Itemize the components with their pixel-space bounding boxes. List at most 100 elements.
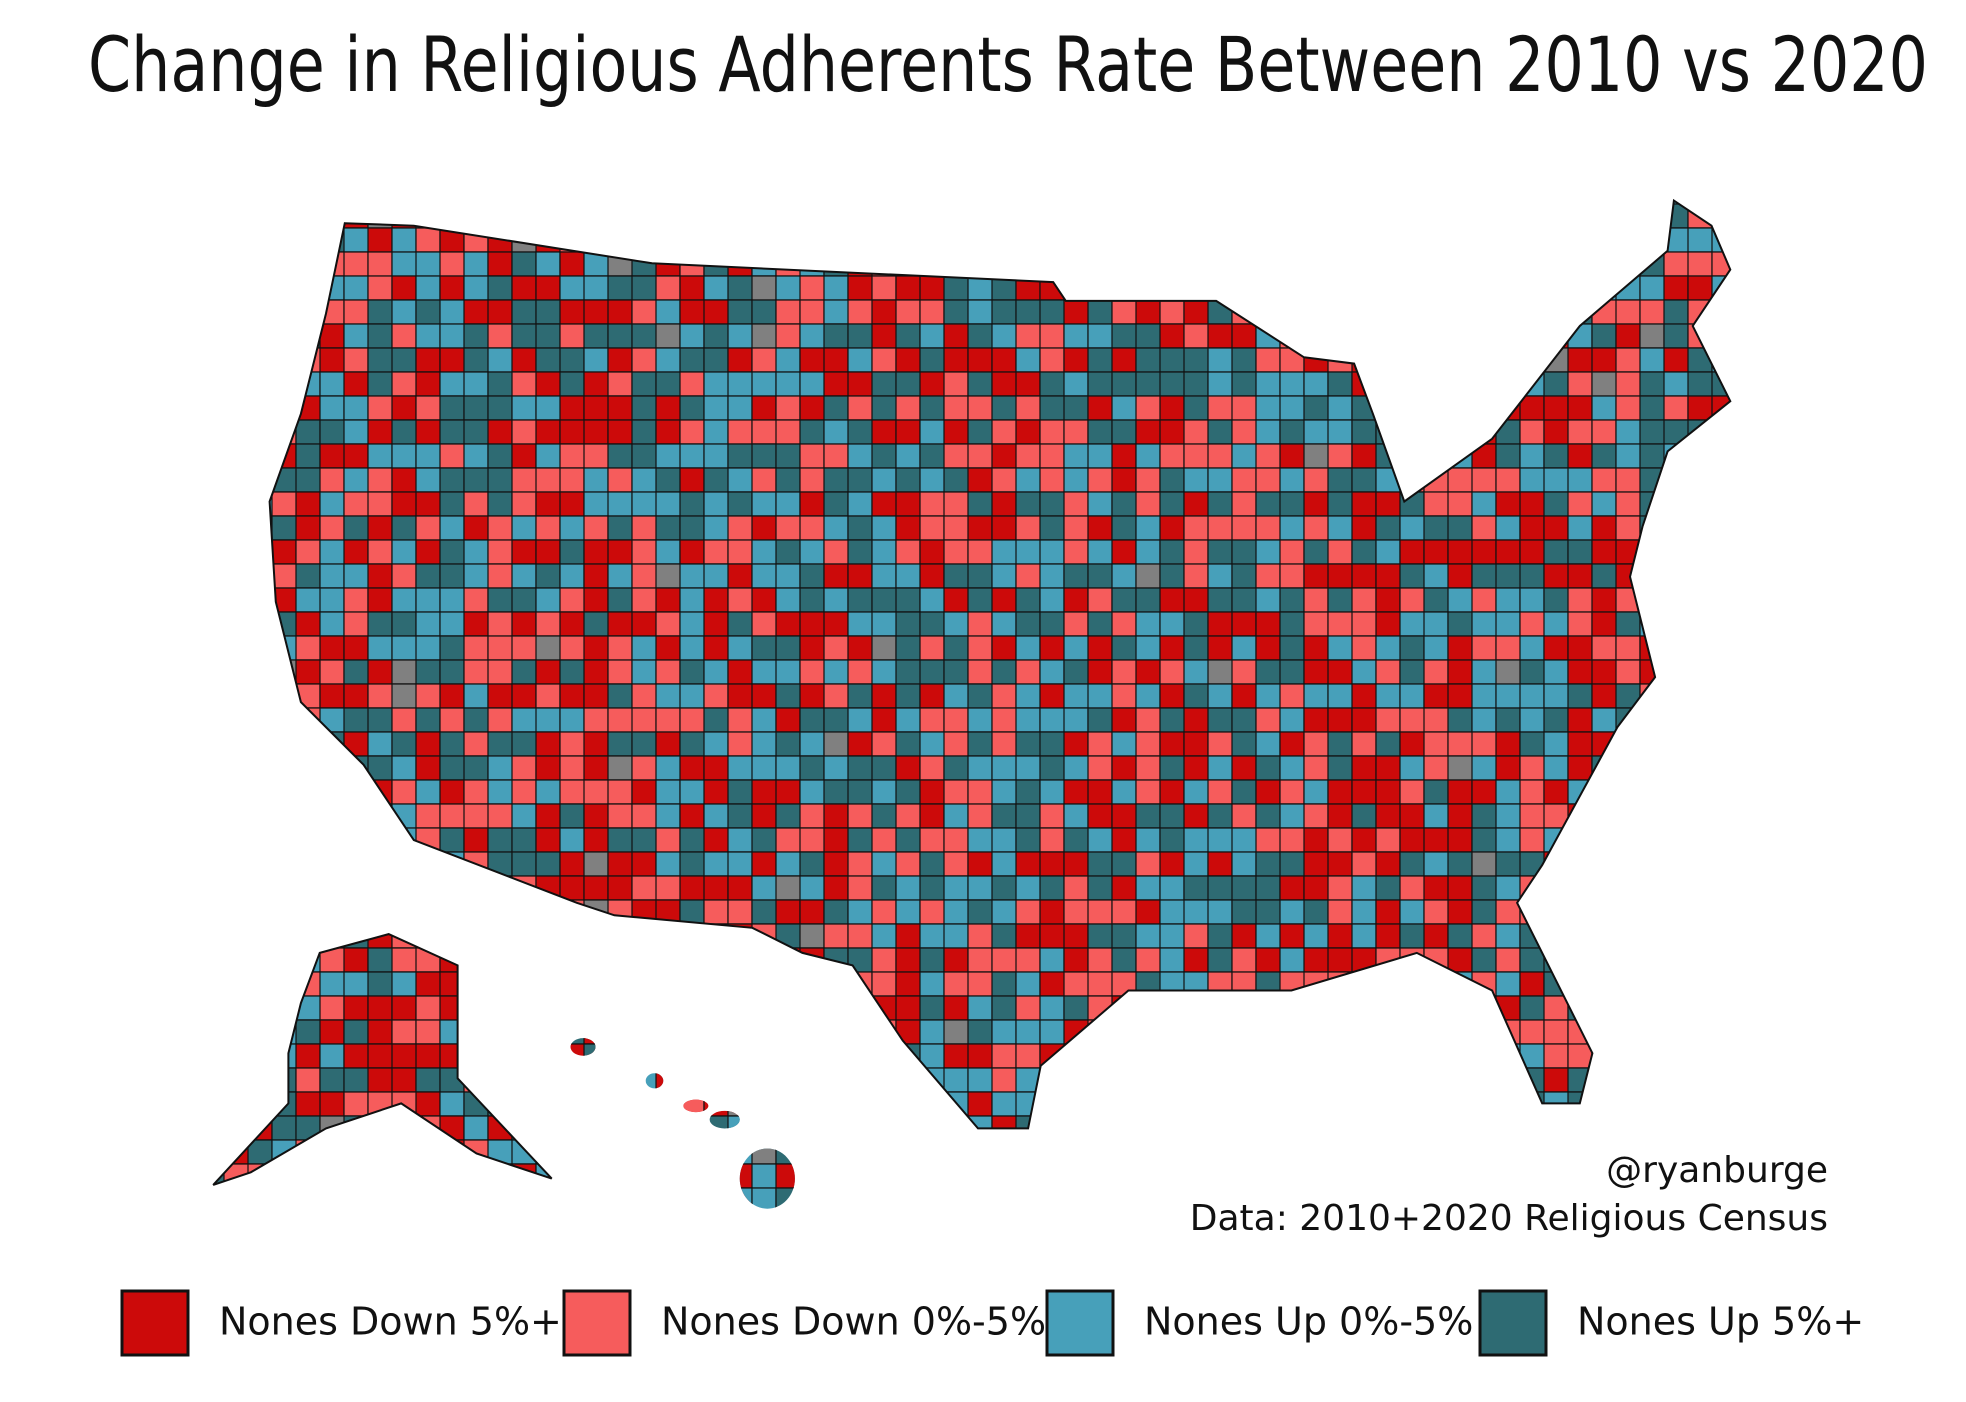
county bbox=[391, 1187, 417, 1209]
county bbox=[1423, 299, 1473, 325]
county bbox=[847, 1067, 873, 1093]
county bbox=[1687, 563, 1713, 589]
county bbox=[511, 971, 537, 997]
county bbox=[463, 395, 489, 421]
county bbox=[1231, 323, 1257, 349]
county bbox=[367, 467, 393, 493]
county bbox=[1279, 1139, 1305, 1165]
county bbox=[1303, 299, 1353, 325]
county bbox=[535, 947, 585, 973]
county bbox=[751, 251, 777, 277]
county bbox=[871, 635, 897, 661]
county bbox=[247, 875, 273, 901]
county bbox=[799, 251, 825, 277]
county bbox=[847, 1091, 897, 1117]
county bbox=[775, 731, 801, 757]
county bbox=[1663, 1043, 1689, 1069]
county bbox=[391, 1139, 417, 1165]
county bbox=[1736, 708, 1784, 732]
county bbox=[1639, 323, 1665, 349]
county bbox=[463, 1091, 489, 1117]
county bbox=[607, 203, 657, 229]
county bbox=[727, 563, 753, 589]
county bbox=[1543, 995, 1569, 1021]
county bbox=[1423, 395, 1473, 421]
county bbox=[1135, 995, 1185, 1021]
county bbox=[223, 755, 249, 781]
county bbox=[1687, 707, 1713, 733]
county bbox=[367, 803, 393, 829]
county bbox=[583, 203, 633, 229]
county bbox=[895, 395, 921, 421]
county bbox=[463, 683, 489, 709]
county bbox=[751, 803, 777, 829]
county bbox=[463, 587, 489, 613]
county bbox=[1375, 1115, 1401, 1141]
county bbox=[1615, 563, 1641, 589]
county bbox=[1447, 707, 1473, 733]
county bbox=[1663, 299, 1689, 325]
county bbox=[1495, 323, 1521, 349]
county bbox=[1159, 1187, 1185, 1209]
county bbox=[463, 827, 489, 853]
county bbox=[871, 1187, 897, 1209]
county bbox=[1207, 1043, 1233, 1069]
county bbox=[1736, 372, 1784, 396]
county bbox=[1687, 659, 1713, 685]
county bbox=[679, 803, 705, 829]
county bbox=[1615, 923, 1665, 949]
county bbox=[559, 875, 585, 901]
county bbox=[1327, 1043, 1377, 1069]
county bbox=[1087, 200, 1137, 205]
county bbox=[1687, 635, 1713, 661]
county bbox=[295, 419, 321, 445]
county bbox=[1327, 899, 1353, 925]
county bbox=[919, 515, 945, 541]
county bbox=[1087, 779, 1113, 805]
county bbox=[415, 707, 441, 733]
county bbox=[895, 251, 945, 277]
county bbox=[559, 707, 585, 733]
county bbox=[1039, 1091, 1089, 1117]
county bbox=[1736, 612, 1784, 636]
county bbox=[1615, 779, 1641, 805]
county bbox=[415, 755, 441, 781]
county bbox=[247, 347, 297, 373]
county bbox=[1495, 299, 1521, 325]
county bbox=[415, 563, 441, 589]
county bbox=[1615, 683, 1641, 709]
county bbox=[1039, 1139, 1065, 1165]
county bbox=[463, 227, 489, 253]
county bbox=[247, 299, 297, 325]
county bbox=[1447, 347, 1473, 373]
county bbox=[1183, 200, 1209, 205]
county bbox=[1135, 467, 1161, 493]
county bbox=[727, 1091, 777, 1117]
county bbox=[1687, 419, 1731, 445]
county bbox=[1135, 203, 1185, 229]
county bbox=[1471, 467, 1497, 493]
county bbox=[1495, 971, 1521, 997]
county bbox=[1639, 923, 1665, 949]
county bbox=[213, 563, 225, 589]
county bbox=[223, 971, 273, 997]
county bbox=[655, 1043, 681, 1069]
county bbox=[895, 323, 921, 349]
county bbox=[1567, 851, 1593, 877]
county bbox=[1327, 227, 1353, 253]
county bbox=[1591, 923, 1617, 949]
county bbox=[1303, 371, 1329, 397]
county bbox=[535, 563, 561, 589]
county bbox=[511, 275, 537, 301]
county bbox=[487, 1115, 513, 1141]
county bbox=[1591, 1043, 1641, 1069]
county bbox=[487, 995, 537, 1021]
county bbox=[1423, 1115, 1449, 1141]
county bbox=[607, 1043, 657, 1069]
county bbox=[871, 755, 897, 781]
county bbox=[1279, 1019, 1329, 1045]
county bbox=[213, 851, 225, 877]
county bbox=[991, 587, 1017, 613]
county bbox=[1015, 779, 1041, 805]
